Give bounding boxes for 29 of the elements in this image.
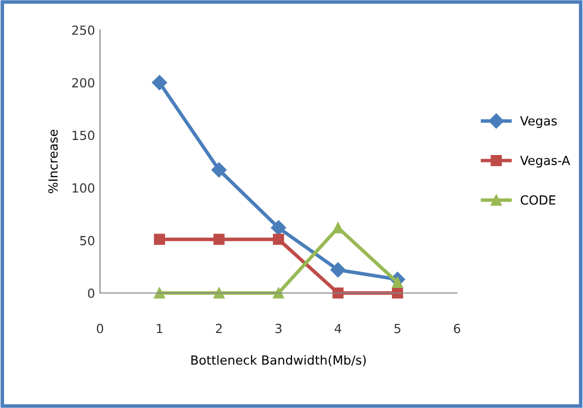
point [270,220,286,236]
legend-label: CODE [520,195,556,205]
point [154,287,166,299]
legend-label: Vegas-A [520,156,570,168]
point [272,234,284,245]
x-tick-label: 2 [216,324,222,334]
point [213,287,225,299]
point [152,75,168,90]
x-tick-label: 4 [334,324,342,334]
x-axis-title: Bottleneck Bandwidth(Mb/s) [191,355,366,366]
x-tick-label: 1 [156,324,162,334]
point [211,162,227,178]
x-tick-label: 5 [394,324,400,334]
y-tick-label: 200 [72,78,94,88]
point [332,287,344,299]
y-tick-label: 100 [72,183,94,193]
y-tick-label: 150 [72,130,94,140]
y-tick-label: 250 [72,25,94,35]
legend-label: Vegas [520,116,557,128]
y-tick-label: 50 [80,236,94,246]
y-tick-label: 0 [88,288,94,298]
point [330,262,346,278]
x-tick-label: 3 [275,324,282,334]
point [272,287,284,299]
x-tick-label: 0 [96,324,104,334]
x-tick-label: 6 [454,324,460,334]
y-axis-title: %Increase [48,130,58,194]
point [213,234,225,245]
point [154,234,166,245]
